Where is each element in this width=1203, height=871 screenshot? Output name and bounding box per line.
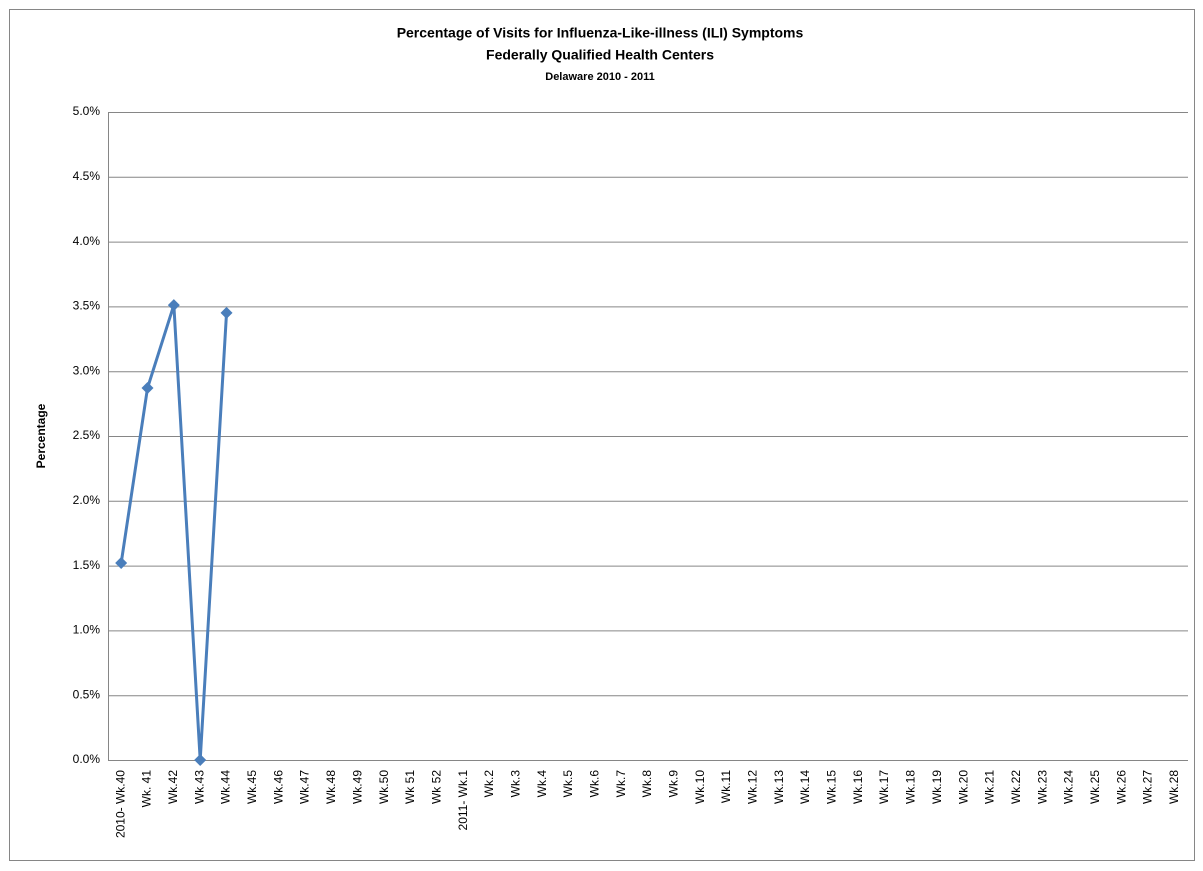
y-tick-label: 1.5% [73,558,101,572]
x-tick-label: Wk.28 [1167,770,1181,804]
x-tick-label: Wk 52 [429,770,443,804]
data-point [220,306,233,319]
x-tick-label: Wk.22 [1009,770,1023,804]
x-tick-label: Wk.10 [693,770,707,804]
x-tick-label: Wk.49 [350,770,364,804]
chart-subtitle: Delaware 2010 - 2011 [545,71,654,83]
x-tick-label: Wk.15 [825,770,839,804]
x-tick-label: Wk.2 [482,770,496,798]
x-tick-label: Wk.6 [587,770,601,798]
x-tick-label: Wk.19 [930,770,944,804]
y-tick-label: 3.5% [73,299,101,313]
x-tick-label: Wk.8 [640,770,654,798]
y-tick-label: 1.0% [73,623,101,637]
x-tick-label: Wk.3 [508,770,522,798]
x-tick-label: Wk.21 [983,770,997,804]
x-tick-label: Wk.27 [1141,770,1155,804]
x-tick-label: Wk.11 [719,770,733,803]
x-tick-label: Wk.18 [904,770,918,804]
x-tick-label: Wk.17 [877,770,891,804]
x-tick-label: Wk 51 [403,770,417,804]
x-tick-label: Wk.7 [614,770,628,798]
x-tick-label: Wk.44 [219,770,233,804]
data-point [115,557,128,570]
y-tick-label: 2.5% [73,428,101,442]
x-tick-label: Wk.24 [1062,770,1076,804]
x-tick-label: Wk.25 [1088,770,1102,804]
x-tick-label: Wk.20 [956,770,970,804]
x-tick-label: Wk.45 [245,770,259,804]
y-axis-label: Percentage [34,403,48,468]
x-tick-label: Wk. 41 [140,770,154,808]
x-tick-label: Wk.13 [772,770,786,804]
x-tick-label: Wk.16 [851,770,865,804]
x-tick-label: Wk.43 [192,770,206,804]
x-tick-label: Wk.42 [166,770,180,804]
data-point [141,382,154,395]
x-tick-label: Wk.26 [1114,770,1128,804]
x-tick-label: Wk.4 [535,770,549,798]
y-tick-label: 0.5% [73,687,101,701]
data-point [167,299,180,312]
y-tick-label: 4.0% [73,234,101,248]
x-tick-label: Wk.14 [798,770,812,804]
x-tick-label: Wk.9 [667,770,681,798]
chart-title: Percentage of Visits for Influenza-Like-… [397,25,804,41]
x-tick-label: Wk.47 [298,770,312,804]
data-point [194,754,207,766]
y-tick-label: 5.0% [73,104,101,118]
x-tick-label: Wk.5 [561,770,575,798]
x-tick-label: Wk.50 [377,770,391,804]
x-tick-label: Wk.23 [1035,770,1049,804]
y-tick-label: 0.0% [73,752,101,766]
chart-frame [9,9,1195,861]
x-tick-label: Wk.46 [271,770,285,804]
x-tick-label: Wk.48 [324,770,338,804]
x-tick-label: 2010- Wk.40 [113,770,127,838]
chart-subtitle: Federally Qualified Health Centers [486,47,714,63]
y-tick-label: 3.0% [73,363,101,377]
y-tick-label: 2.0% [73,493,101,507]
x-tick-label: Wk.12 [746,770,760,804]
y-tick-label: 4.5% [73,169,101,183]
x-tick-label: 2011- Wk.1 [456,770,470,831]
